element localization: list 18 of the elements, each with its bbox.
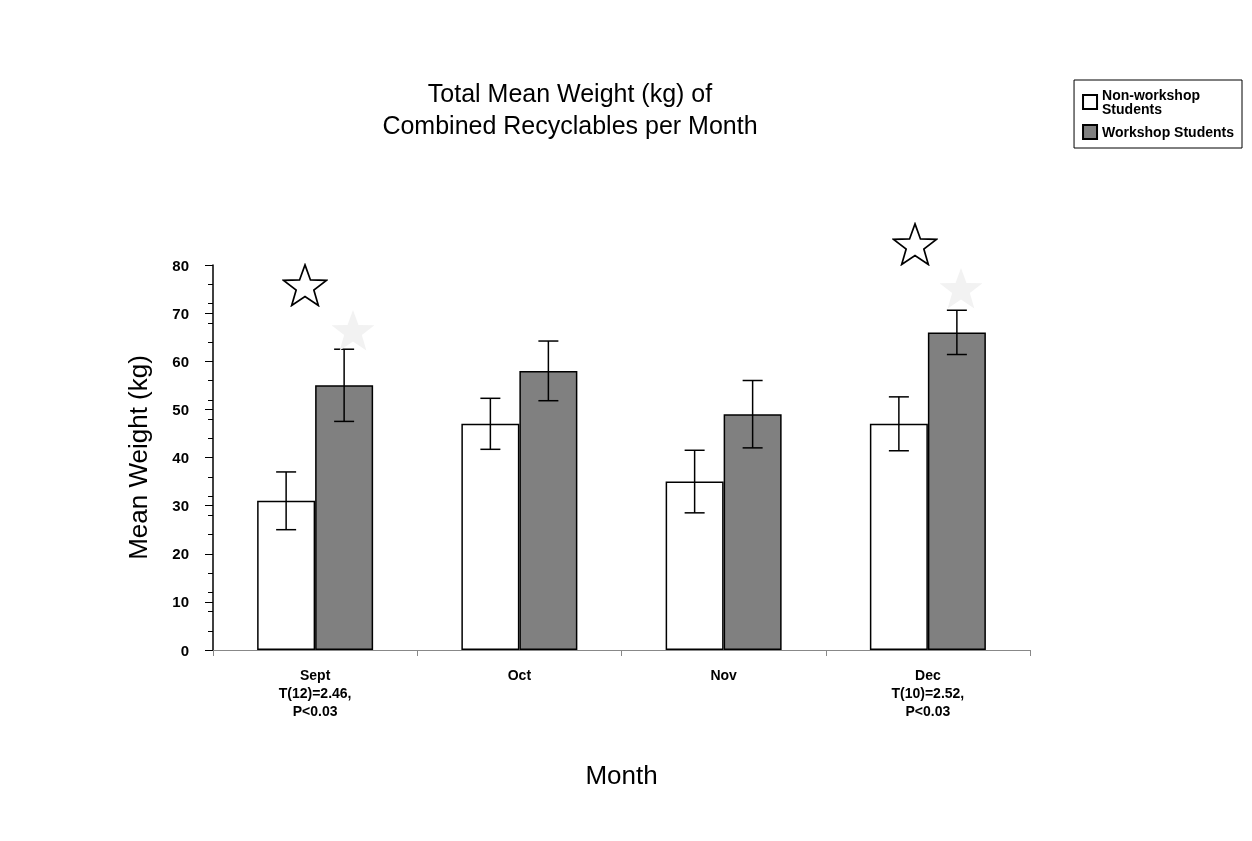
y-tick-label: 0: [180, 641, 189, 659]
y-tick-label: 70: [172, 304, 189, 322]
y-tick-label: 80: [172, 256, 189, 274]
x-axis-title: Month: [585, 760, 658, 790]
y-tick-label: 40: [172, 449, 189, 466]
y-tick-label: 20: [172, 545, 189, 563]
x-tick-label: Dec T(10)=2.52, P<0.03: [891, 667, 965, 719]
y-tick-label: 50: [172, 400, 189, 418]
y-axis-title: Mean Weight (kg): [123, 355, 153, 560]
legend-label: Non-workshop Students: [1102, 87, 1201, 117]
y-tick-label: 60: [172, 352, 189, 370]
legend-label: Workshop Students: [1102, 124, 1235, 140]
y-tick-label: 10: [172, 593, 189, 611]
x-tick-label: Nov: [710, 667, 738, 683]
x-tick-label: Sept T(12)=2.46, P<0.03: [278, 667, 352, 719]
chart-title: Total Mean Weight (kg) of Combined Recyclables per Month: [382, 79, 758, 139]
x-tick-label: Oct: [507, 667, 532, 683]
y-tick-label: 30: [172, 497, 189, 515]
